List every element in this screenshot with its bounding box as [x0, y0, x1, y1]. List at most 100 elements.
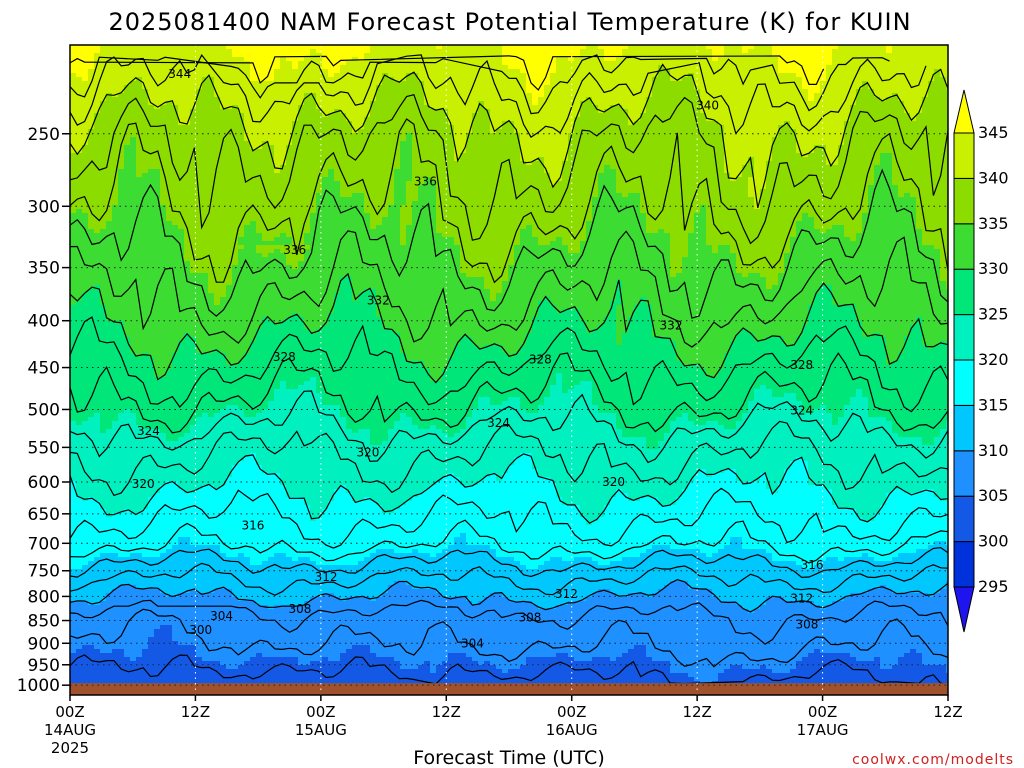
- theta-cell: [94, 617, 101, 622]
- theta-cell: [130, 141, 137, 146]
- theta-cell: [178, 493, 185, 498]
- theta-cell: [190, 285, 197, 290]
- theta-cell: [208, 209, 215, 214]
- theta-cell: [196, 361, 203, 366]
- theta-cell: [208, 493, 215, 498]
- theta-cell: [148, 289, 155, 294]
- theta-cell: [154, 57, 161, 62]
- theta-cell: [154, 581, 161, 586]
- theta-cell: [166, 501, 173, 506]
- theta-cell: [148, 501, 155, 506]
- theta-cell: [184, 657, 191, 662]
- theta-cell: [154, 177, 161, 182]
- theta-cell: [88, 161, 95, 166]
- theta-cell: [94, 573, 101, 578]
- theta-cell: [130, 413, 137, 418]
- theta-cell: [118, 657, 125, 662]
- theta-cell: [208, 629, 215, 634]
- theta-cell: [70, 313, 77, 318]
- theta-cell: [166, 597, 173, 602]
- theta-cell: [226, 341, 233, 346]
- theta-cell: [232, 277, 239, 282]
- theta-cell: [202, 317, 209, 322]
- theta-cell: [88, 137, 95, 142]
- theta-cell: [220, 273, 227, 278]
- theta-cell: [226, 113, 233, 118]
- theta-cell: [220, 77, 227, 82]
- theta-cell: [172, 297, 179, 302]
- theta-cell: [232, 97, 239, 102]
- theta-cell: [178, 601, 185, 606]
- theta-cell: [172, 181, 179, 186]
- theta-cell: [208, 361, 215, 366]
- theta-cell: [106, 409, 113, 414]
- theta-cell: [178, 569, 185, 574]
- theta-cell: [226, 177, 233, 182]
- theta-cell: [166, 301, 173, 306]
- theta-cell: [124, 181, 131, 186]
- theta-cell: [178, 417, 185, 422]
- theta-cell: [124, 605, 131, 610]
- theta-cell: [142, 185, 149, 190]
- theta-cell: [136, 397, 143, 402]
- theta-cell: [178, 161, 185, 166]
- theta-cell: [82, 281, 89, 286]
- theta-cell: [220, 589, 227, 594]
- theta-cell: [214, 233, 221, 238]
- theta-cell: [214, 641, 221, 646]
- theta-cell: [88, 381, 95, 386]
- theta-cell: [220, 305, 227, 310]
- theta-cell: [82, 549, 89, 554]
- theta-cell: [178, 113, 185, 118]
- theta-cell: [166, 441, 173, 446]
- theta-cell: [160, 593, 167, 598]
- theta-cell: [178, 289, 185, 294]
- theta-cell: [106, 293, 113, 298]
- theta-cell: [226, 433, 233, 438]
- theta-cell: [118, 325, 125, 330]
- theta-cell: [238, 193, 245, 198]
- theta-cell: [100, 493, 107, 498]
- theta-cell: [208, 477, 215, 482]
- theta-cell: [196, 329, 203, 334]
- theta-cell: [226, 49, 233, 54]
- theta-cell: [166, 425, 173, 430]
- theta-cell: [190, 85, 197, 90]
- theta-cell: [178, 585, 185, 590]
- theta-cell: [82, 509, 89, 514]
- theta-cell: [148, 265, 155, 270]
- theta-cell: [172, 381, 179, 386]
- theta-cell: [202, 477, 209, 482]
- theta-cell: [214, 529, 221, 534]
- theta-cell: [94, 313, 101, 318]
- theta-cell: [142, 413, 149, 418]
- theta-cell: [232, 297, 239, 302]
- theta-cell: [226, 77, 233, 82]
- theta-cell: [130, 449, 137, 454]
- theta-cell: [112, 261, 119, 266]
- theta-cell: [178, 509, 185, 514]
- theta-cell: [238, 141, 245, 146]
- theta-cell: [154, 461, 161, 466]
- theta-cell: [208, 585, 215, 590]
- theta-cell: [106, 413, 113, 418]
- theta-cell: [106, 53, 113, 58]
- theta-cell: [118, 53, 125, 58]
- theta-cell: [196, 525, 203, 530]
- theta-cell: [154, 441, 161, 446]
- theta-cell: [232, 381, 239, 386]
- theta-cell: [148, 261, 155, 266]
- theta-cell: [220, 141, 227, 146]
- theta-cell: [88, 117, 95, 122]
- theta-cell: [250, 297, 257, 302]
- theta-cell: [124, 117, 131, 122]
- theta-cell: [124, 305, 131, 310]
- theta-cell: [136, 321, 143, 326]
- theta-cell: [208, 145, 215, 150]
- theta-cell: [166, 149, 173, 154]
- theta-cell: [76, 461, 83, 466]
- theta-cell: [112, 513, 119, 518]
- theta-cell: [118, 413, 125, 418]
- theta-cell: [154, 505, 161, 510]
- theta-cell: [82, 217, 89, 222]
